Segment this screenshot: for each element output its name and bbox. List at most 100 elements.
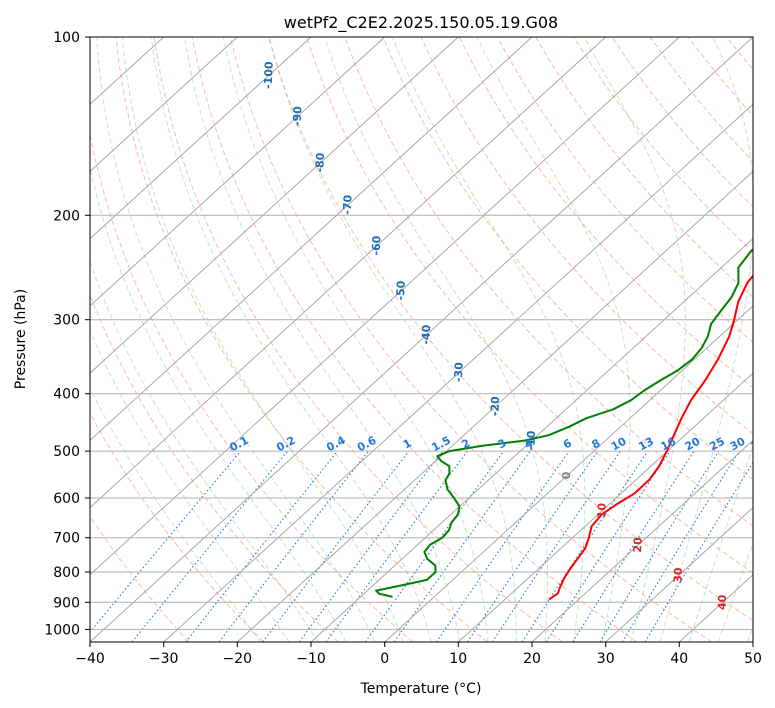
isotherm-line	[90, 37, 238, 173]
y-tick-label: 700	[53, 531, 80, 547]
mixing-ratio-line	[572, 450, 695, 642]
pressure-gridlines	[90, 37, 753, 630]
isotherm-label: 10	[595, 502, 609, 518]
mixing-ratio-line	[185, 450, 339, 642]
dry-adiabat-line	[90, 412, 264, 642]
isotherm-line	[90, 37, 753, 642]
moist-adiabat-line	[90, 387, 261, 642]
y-tick-label: 800	[53, 565, 80, 581]
mixing-ratio-lines	[90, 450, 753, 642]
isotherm-line	[457, 372, 753, 642]
chart-title: wetPf2_C2E2.2025.150.05.19.G08	[284, 13, 558, 33]
moist-adiabat-line	[150, 37, 432, 642]
isotherm-line	[384, 305, 753, 642]
mixing-ratio-line	[298, 450, 444, 642]
moist-adiabat-line	[324, 37, 549, 642]
isotherm-label: -100	[262, 61, 276, 89]
x-tick-label: 30	[597, 651, 615, 667]
isotherm-line	[90, 37, 312, 240]
isotherm-line	[236, 170, 753, 642]
moist-adiabat-line	[90, 259, 319, 642]
isotherm-line	[90, 37, 680, 576]
x-tick-label: −10	[296, 651, 326, 667]
y-tick-label: 300	[53, 313, 80, 329]
y-tick-label: 400	[53, 387, 80, 403]
moist-adiabat-line	[476, 37, 631, 642]
isotherm-label: -90	[291, 106, 305, 127]
x-tick-label: 20	[523, 651, 541, 667]
x-tick-label: 40	[670, 651, 688, 667]
isotherm-label: -50	[394, 280, 408, 301]
isotherm-label: -10	[524, 430, 538, 451]
isotherm-line	[531, 439, 753, 642]
y-tick-label: 1000	[44, 622, 80, 638]
isotherm-label: 40	[715, 594, 729, 610]
mixing-ratio-line	[262, 450, 410, 642]
mixing-ratio-label: 13	[636, 435, 656, 454]
isotherms	[90, 37, 753, 642]
isotherm-line	[90, 37, 459, 374]
isotherm-label: -20	[488, 396, 502, 417]
isotherm-label: -30	[452, 362, 466, 383]
data-series	[375, 248, 753, 600]
dry-adiabat-line	[153, 37, 563, 642]
mixing-ratio-label: 20	[683, 435, 703, 454]
x-tick-label: 50	[744, 651, 762, 667]
y-tick-label: 200	[53, 208, 80, 224]
y-tick-label: 600	[53, 491, 80, 507]
mixing-ratio-line	[131, 450, 289, 642]
moist-adiabat-line	[717, 542, 753, 642]
mixing-ratio-line	[435, 450, 570, 642]
x-axis-ticks: −40 −30 −20 −10 0 10 20 30 40 50	[75, 642, 762, 667]
isotherm-label: -80	[313, 152, 327, 173]
isotherm-label: 20	[631, 537, 645, 553]
isotherm-line	[605, 506, 753, 642]
y-tick-label: 900	[53, 595, 80, 611]
dry-adiabat-line	[306, 37, 753, 574]
mixing-ratio-line	[621, 450, 740, 642]
isotherm-line	[90, 37, 386, 307]
isotherm-label: -60	[370, 235, 384, 256]
temperature-profile-line	[548, 274, 753, 600]
mixing-ratio-line	[325, 450, 468, 642]
moist-adiabat-line	[90, 328, 290, 642]
y-tick-label: 500	[53, 444, 80, 460]
mixing-ratio-line	[545, 450, 671, 642]
moist-adiabat-line	[121, 37, 404, 642]
dry-adiabat-line	[496, 37, 753, 344]
dewpoint-profile-line	[375, 248, 753, 598]
x-tick-label: −20	[223, 651, 253, 667]
moist-adiabat-line	[583, 37, 686, 642]
mixing-ratio-line	[491, 450, 621, 642]
dry-adiabat-line	[115, 37, 488, 642]
moist-adiabat-line	[90, 165, 347, 642]
mixing-ratio-label: 16	[658, 435, 678, 454]
plot-frame	[89, 36, 754, 643]
isotherm-line	[90, 37, 533, 441]
x-tick-label: 0	[380, 651, 389, 667]
dry-adiabat-line	[268, 37, 753, 622]
plot-area: -100-90-80-70-60-50-40-30-20-10010203040…	[90, 37, 753, 642]
isotherm-label: -40	[419, 324, 433, 345]
mixing-ratio-line	[364, 450, 505, 642]
x-tick-label: −30	[149, 651, 179, 667]
isotherm-line	[310, 238, 753, 642]
isotherm-line	[163, 103, 753, 642]
moist-adiabat-line	[268, 37, 517, 642]
mixing-ratio-label: 10	[609, 435, 629, 454]
moist-adiabat-line	[184, 37, 461, 642]
x-tick-label: 10	[449, 651, 467, 667]
dry-adiabat-line	[420, 37, 753, 435]
isotherm-label: -70	[341, 194, 355, 215]
isotherm-label: 30	[671, 567, 685, 583]
mixing-ratio-label: 30	[728, 435, 748, 454]
dry-adiabat-line	[191, 37, 638, 642]
x-axis-label: Temperature (°C)	[360, 681, 482, 697]
dry-adiabat-line	[382, 37, 753, 481]
x-tick-label: −40	[75, 651, 105, 667]
isotherm-label: 0	[560, 471, 573, 480]
moist-adiabat-line	[392, 37, 586, 642]
dry-adiabat-line	[229, 37, 712, 642]
